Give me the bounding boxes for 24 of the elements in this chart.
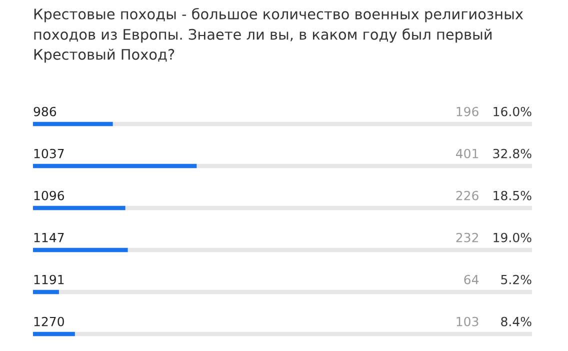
y-tick-label: 1270	[34, 316, 64, 326]
annotation: 196	[456, 106, 478, 116]
data-label: 18.5%	[494, 190, 532, 200]
annotation: 64	[464, 274, 479, 284]
bar	[33, 248, 128, 252]
data-label: 16.0%	[494, 106, 532, 116]
bar	[33, 290, 59, 294]
y-tick-label: 1096	[34, 190, 64, 200]
bar	[33, 206, 126, 210]
bar	[33, 332, 75, 336]
annotation: 226	[456, 190, 478, 200]
data-label: 32.8%	[493, 148, 532, 158]
chart-title: Крестовые походы - большое количество военных религиозных походов из Европы. Знаете ли вы, в каком году был первый Крестовый Поход?	[34, 8, 524, 63]
annotation: 232	[456, 232, 478, 242]
data-label: 8.4%	[501, 316, 532, 326]
y-tick-label: 986	[34, 106, 56, 116]
bar	[33, 122, 113, 126]
data-label: 5.2%	[501, 274, 532, 284]
annotation: 401	[456, 148, 478, 158]
y-tick-label: 1191	[34, 274, 64, 284]
annotation: 103	[456, 316, 478, 326]
y-tick-label: 1147	[34, 232, 64, 242]
data-label: 19.0%	[494, 232, 532, 242]
y-tick-label: 1037	[34, 148, 64, 158]
